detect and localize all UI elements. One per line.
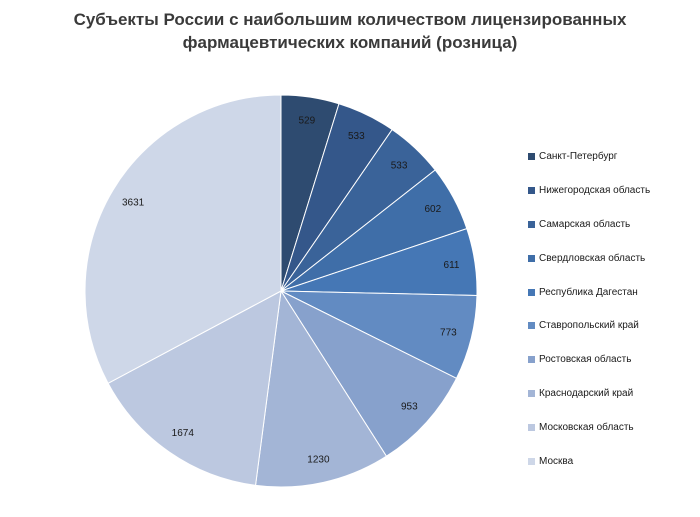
pie-slices (84, 94, 478, 488)
legend-swatch (528, 389, 535, 397)
pie-slice-6 (279, 289, 458, 457)
legend-item-1: Нижегородская область (528, 174, 650, 208)
legend-label: Московская область (539, 421, 634, 433)
data-label-0: 529 (298, 116, 315, 127)
legend-label: Свердловская область (539, 252, 646, 264)
data-label-9: 3631 (122, 197, 145, 208)
legend-item-0: Санкт-Петербург (528, 140, 650, 174)
legend-item-5: Ставропольский край (528, 309, 650, 343)
legend-swatch (528, 288, 535, 296)
pie-slice-7 (254, 289, 388, 488)
legend-swatch (528, 153, 535, 161)
legend-swatch (528, 254, 535, 262)
legend-label: Республика Дагестан (539, 286, 638, 298)
legend-swatch (528, 457, 535, 465)
legend-item-6: Ростовская область (528, 343, 650, 377)
data-label-4: 611 (444, 260, 460, 271)
legend-item-2: Самарская область (528, 208, 650, 242)
legend-label: Самарская область (539, 218, 631, 230)
legend-label: Москва (539, 455, 574, 467)
pie-data-labels: 529 533 533 602 611 773 953 1230 1674 3631 (122, 116, 460, 466)
legend-swatch (528, 187, 535, 195)
data-label-1: 533 (348, 131, 365, 142)
legend-swatch (528, 220, 535, 228)
legend-item-8: Московская область (528, 410, 650, 444)
pie-slice-8 (107, 290, 282, 486)
legend-item-7: Краснодарский край (528, 377, 650, 411)
legend-item-3: Свердловская область (528, 241, 650, 275)
data-label-3: 602 (424, 204, 441, 215)
chart-title: Субъекты России с наибольшим количеством… (20, 8, 680, 54)
legend-label: Ставропольский край (539, 320, 639, 332)
chart-title-line-1: Субъекты России с наибольшим количеством… (73, 10, 627, 29)
legend-label: Санкт-Петербург (539, 151, 618, 163)
legend-swatch (528, 322, 535, 330)
data-label-2: 533 (391, 160, 408, 171)
data-label-6: 953 (401, 401, 418, 412)
legend-swatch (528, 423, 535, 431)
chart-legend: Санкт-Петербург Нижегородская область Сама… (528, 140, 650, 478)
legend-label: Краснодарский край (539, 387, 634, 399)
data-label-5: 773 (440, 327, 457, 338)
legend-label: Ростовская область (539, 354, 632, 366)
legend-label: Нижегородская область (539, 185, 651, 197)
legend-item-4: Республика Дагестан (528, 275, 650, 309)
chart-title-line-2: фармацевтических компаний (розница) (182, 33, 518, 52)
legend-swatch (528, 356, 535, 364)
data-label-7: 1230 (307, 454, 330, 465)
pie-slice-9 (84, 94, 282, 384)
legend-item-9: Москва (528, 444, 650, 478)
data-label-8: 1674 (172, 428, 195, 439)
